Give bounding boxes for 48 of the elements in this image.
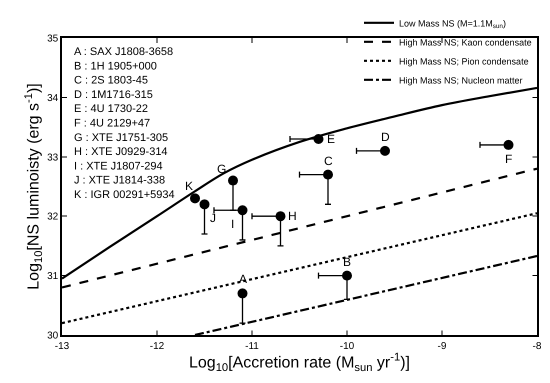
annotation: E: [327, 132, 336, 146]
annotation: E : 4U 1730-22: [74, 103, 148, 116]
point: [342, 270, 352, 281]
point: [238, 205, 248, 216]
point: [323, 170, 333, 180]
x-axis-title: Log$_{10}$[Accretion rate (M$_{sun}$ yr$^{-1}$)]: [189, 352, 410, 374]
point: [200, 199, 210, 210]
annotation: D : 1M1716-315: [74, 88, 153, 101]
y-tick-label: 31: [47, 271, 59, 282]
y-tick-label: 35: [47, 34, 59, 44]
x-tick-label: -11: [245, 340, 260, 352]
y-tick-label: 32: [47, 212, 59, 223]
annotation: F: [505, 152, 512, 166]
legend-label: High Mass NS; Nucleon matter: [399, 75, 523, 86]
legend-label: High Mass NS; Kaon condensate: [399, 37, 532, 48]
point: [380, 146, 390, 156]
annotation: G : XTE J1751-305: [74, 132, 168, 144]
legend-label: High Mass NS; Pion condensate: [399, 56, 529, 66]
point: [190, 193, 200, 204]
point: [276, 211, 286, 222]
annotation: D: [381, 130, 390, 144]
point: [238, 288, 248, 298]
x-tick-label: -9: [438, 340, 447, 352]
y-tick-label: 34: [47, 92, 59, 104]
annotation: B : 1H 1905+000: [74, 60, 157, 72]
y-tick-label: 30: [47, 330, 59, 342]
x-tick-label: -8: [532, 340, 542, 352]
annotation: B: [343, 255, 352, 269]
x-tick-label: -10: [340, 340, 355, 352]
y-tick-label: 33: [47, 152, 59, 164]
annotation: K : IGR 00291+5934: [74, 189, 175, 201]
annotation: C: [324, 154, 333, 168]
x-tick-label: -13: [54, 340, 70, 352]
annotation: I : XTE J1807-294: [74, 160, 163, 172]
x-tick-label: -12: [150, 340, 165, 352]
annotation: A : SAX J1808-3658: [74, 46, 174, 58]
point: [228, 176, 238, 186]
legend-label: Low Mass NS (M=1.1M$_{sun}$): [399, 18, 506, 30]
annotation: H : XTE J0929-314: [74, 146, 168, 158]
annotation: J : XTE J1814-338: [74, 174, 166, 187]
annotation: J: [210, 211, 216, 225]
point: [314, 134, 324, 144]
annotation: I: [231, 217, 234, 231]
annotation: C : 2S 1803-45: [74, 74, 148, 87]
annotation: H: [288, 209, 297, 223]
annotation: F : 4U 2129+47: [74, 118, 150, 130]
point: [504, 140, 514, 150]
annotation: K: [185, 179, 194, 193]
